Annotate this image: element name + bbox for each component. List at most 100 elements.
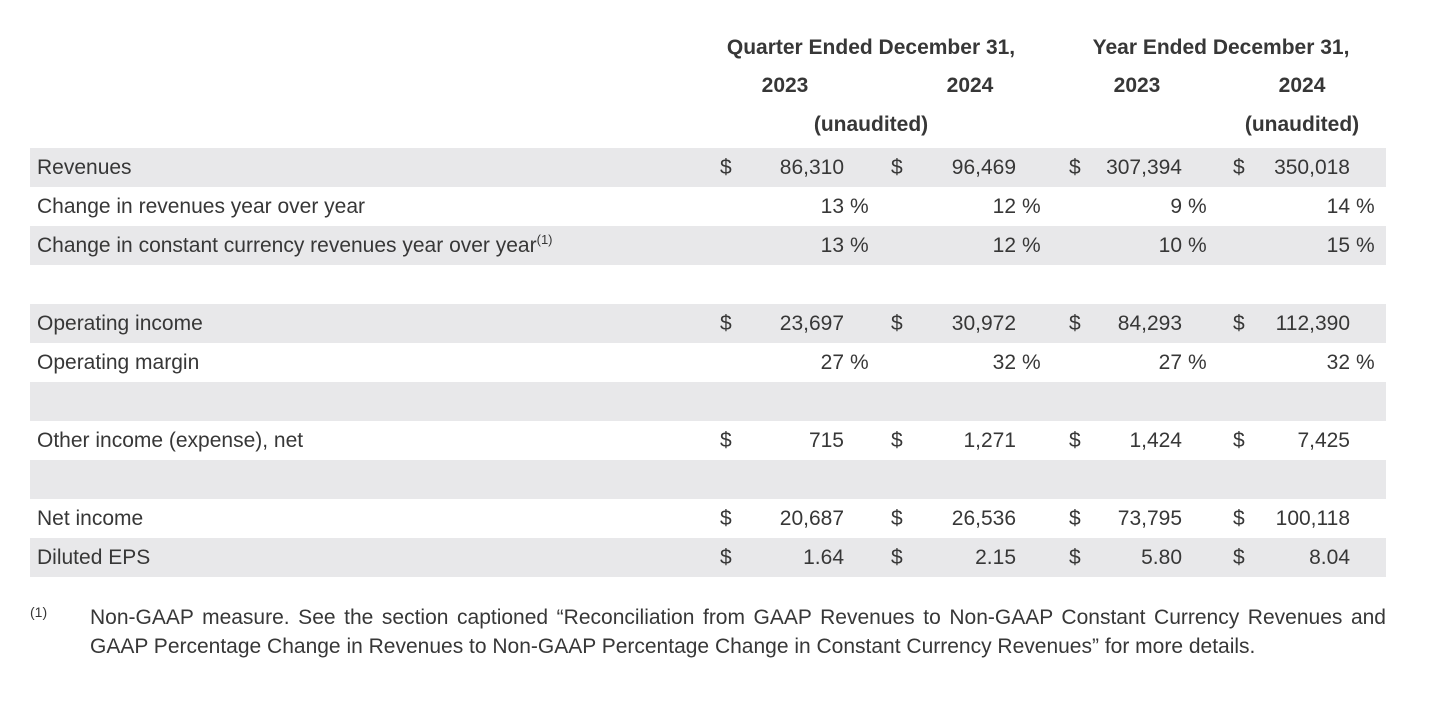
percent-symbol-cell bbox=[1182, 499, 1218, 538]
value-cell: 23,697 bbox=[779, 311, 844, 335]
percent-symbol-cell bbox=[844, 499, 884, 538]
currency-symbol-cell bbox=[884, 226, 916, 265]
spacer-cell bbox=[30, 265, 1386, 304]
value-cell: 1.64 bbox=[803, 545, 844, 569]
row-label-text: Change in revenues year over year bbox=[37, 194, 366, 218]
value-cell: 1,424 bbox=[1129, 428, 1182, 452]
percent-symbol-cell bbox=[844, 148, 884, 187]
currency-symbol-cell: $ bbox=[720, 545, 732, 569]
header-quarter-title: Quarter Ended December 31, bbox=[726, 36, 1016, 59]
currency-symbol-cell: $ bbox=[891, 311, 903, 335]
value-cell: 30,972 bbox=[951, 311, 1016, 335]
table-row: Change in constant currency revenues yea… bbox=[30, 226, 1387, 265]
currency-symbol-cell: $ bbox=[1069, 545, 1081, 569]
value-cell: 7,425 bbox=[1297, 428, 1350, 452]
currency-symbol-cell bbox=[1056, 187, 1096, 226]
value-cell: 15 bbox=[1326, 233, 1350, 257]
footnote: (1) Non-GAAP measure. See the section ca… bbox=[30, 603, 1386, 661]
currency-symbol-cell: $ bbox=[1233, 545, 1245, 569]
currency-symbol-cell bbox=[1218, 343, 1260, 382]
value-cell: 13 bbox=[820, 233, 844, 257]
percent-symbol-cell: % bbox=[1356, 233, 1375, 257]
currency-symbol-cell: $ bbox=[891, 506, 903, 530]
header-year-title: Year Ended December 31, bbox=[1092, 36, 1350, 59]
row-label: Change in revenues year over year bbox=[30, 187, 686, 226]
header-years-row: 2023 2024 2023 2024 bbox=[30, 66, 1386, 105]
value-cell: 715 bbox=[808, 428, 844, 452]
header-empty-cell bbox=[30, 105, 686, 148]
value-cell: 12 bbox=[992, 194, 1016, 218]
currency-symbol-cell bbox=[686, 187, 744, 226]
table-row: Change in revenues year over year 13% 12% 9… bbox=[30, 187, 1386, 226]
percent-symbol-cell bbox=[1016, 421, 1056, 460]
value-cell: 20,687 bbox=[779, 506, 844, 530]
table-row: Operating margin 27% 32% 27% 32% bbox=[30, 343, 1386, 382]
header-year-2024: 2024 bbox=[1278, 73, 1326, 97]
percent-symbol-cell bbox=[844, 304, 884, 343]
value-cell: 32 bbox=[992, 350, 1016, 374]
currency-symbol-cell: $ bbox=[1069, 155, 1081, 179]
currency-symbol-cell bbox=[686, 343, 744, 382]
value-cell: 32 bbox=[1326, 350, 1350, 374]
value-cell: 112,390 bbox=[1275, 311, 1350, 335]
currency-symbol-cell bbox=[884, 187, 916, 226]
currency-symbol-cell bbox=[1218, 226, 1260, 265]
row-label-text: Other income (expense), net bbox=[37, 428, 304, 452]
table-row: Net income $20,687 $26,536 $73,795 $100,118 bbox=[30, 499, 1386, 538]
percent-symbol-cell bbox=[1350, 304, 1386, 343]
percent-symbol-cell: % bbox=[1022, 233, 1041, 257]
currency-symbol-cell: $ bbox=[1233, 311, 1245, 335]
table-row: Revenues $86,310 $96,469 $307,394 $350,018 bbox=[30, 148, 1387, 187]
value-cell: 14 bbox=[1326, 194, 1350, 218]
row-label-text: Operating income bbox=[37, 311, 203, 335]
percent-symbol-cell bbox=[1182, 421, 1218, 460]
value-cell: 10 bbox=[1158, 233, 1182, 257]
header-quarter-2023: 2023 bbox=[761, 73, 809, 97]
value-cell: 84,293 bbox=[1117, 311, 1182, 335]
currency-symbol-cell: $ bbox=[1069, 428, 1081, 452]
percent-symbol-cell bbox=[1016, 148, 1056, 187]
row-label: Net income bbox=[30, 499, 686, 538]
table-row: Operating income $23,697 $30,972 $84,293 $11… bbox=[30, 304, 1387, 343]
table-row: Other income (expense), net $715 $1,271 $1,… bbox=[30, 421, 1386, 460]
percent-symbol-cell bbox=[1350, 499, 1386, 538]
row-label: Operating income bbox=[30, 304, 686, 343]
header-year-2023: 2023 bbox=[1113, 73, 1161, 97]
row-label: Diluted EPS bbox=[30, 538, 686, 577]
table-header: Quarter Ended December 31, Year Ended De… bbox=[30, 30, 1386, 148]
row-label: Change in constant currency revenues yea… bbox=[30, 226, 686, 265]
percent-symbol-cell bbox=[1182, 538, 1218, 577]
value-cell: 73,795 bbox=[1117, 506, 1182, 530]
currency-symbol-cell bbox=[1056, 226, 1096, 265]
percent-symbol-cell bbox=[1016, 304, 1056, 343]
header-period-row: Quarter Ended December 31, Year Ended De… bbox=[30, 30, 1386, 66]
header-unaudited-row: (unaudited) (unaudited) bbox=[30, 105, 1386, 148]
currency-symbol-cell: $ bbox=[1233, 506, 1245, 530]
row-label-text: Operating margin bbox=[37, 350, 200, 374]
value-cell: 2.15 bbox=[975, 545, 1016, 569]
value-cell: 307,394 bbox=[1106, 155, 1182, 179]
header-unaudited-quarter: (unaudited) bbox=[813, 112, 929, 136]
header-empty-cell bbox=[30, 30, 686, 66]
header-quarter-2024: 2024 bbox=[946, 73, 994, 97]
percent-symbol-cell: % bbox=[850, 233, 869, 257]
currency-symbol-cell bbox=[1056, 343, 1096, 382]
percent-symbol-cell bbox=[1350, 538, 1386, 577]
currency-symbol-cell: $ bbox=[1233, 428, 1245, 452]
currency-symbol-cell: $ bbox=[891, 428, 903, 452]
percent-symbol-cell bbox=[1016, 499, 1056, 538]
value-cell: 9 bbox=[1170, 194, 1182, 218]
row-label-text: Net income bbox=[37, 506, 144, 530]
percent-symbol-cell bbox=[844, 538, 884, 577]
value-cell: 100,118 bbox=[1275, 506, 1350, 530]
value-cell: 350,018 bbox=[1274, 155, 1350, 179]
currency-symbol-cell: $ bbox=[1069, 311, 1081, 335]
row-label-text: Change in constant currency revenues yea… bbox=[37, 233, 537, 257]
footnote-reference: (1) bbox=[536, 231, 553, 247]
percent-symbol-cell: % bbox=[1022, 194, 1041, 218]
percent-symbol-cell bbox=[1182, 148, 1218, 187]
row-label-text: Revenues bbox=[37, 155, 132, 179]
currency-symbol-cell bbox=[884, 343, 916, 382]
financial-summary-table: Quarter Ended December 31, Year Ended De… bbox=[30, 30, 1387, 577]
value-cell: 26,536 bbox=[951, 506, 1016, 530]
